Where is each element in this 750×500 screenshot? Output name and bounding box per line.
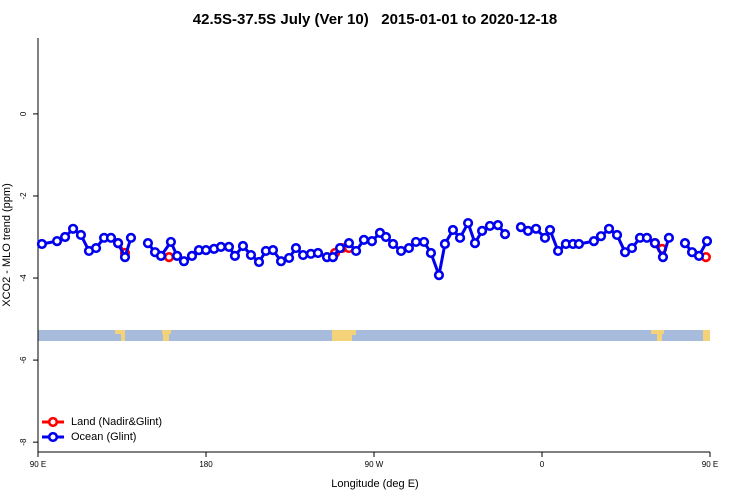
data-point [603, 223, 615, 234]
data-point [334, 242, 346, 254]
data-point [380, 231, 392, 243]
x-tick-label: 90 E [702, 460, 718, 469]
data-point [59, 231, 71, 243]
data-point [186, 250, 198, 261]
data-point [283, 252, 295, 264]
data-point [395, 245, 407, 257]
data-point [499, 229, 511, 240]
data-point [410, 236, 422, 248]
legend-marker [47, 431, 59, 443]
data-point [539, 232, 551, 243]
data-point [223, 241, 235, 252]
chart-title: 42.5S-37.5S July (Ver 10) 2015-01-01 to … [193, 11, 557, 28]
data-point [663, 232, 675, 243]
data-point [619, 247, 631, 258]
data-point [469, 238, 481, 249]
data-point [163, 252, 175, 263]
data-point [693, 250, 705, 261]
data-point [679, 238, 691, 249]
data-point [215, 241, 227, 252]
legend-marker [47, 416, 59, 428]
y-tick-label: -6 [19, 356, 28, 364]
data-point [425, 247, 437, 259]
data-point [165, 236, 177, 248]
x-tick-label: 90 W [365, 460, 384, 469]
data-point [275, 256, 287, 267]
data-point [105, 232, 117, 243]
land-patches [115, 330, 710, 341]
y-tick-label: -8 [19, 438, 28, 446]
data-point [171, 250, 183, 261]
data-point [253, 256, 265, 268]
data-point [418, 236, 430, 248]
data-point [387, 238, 399, 250]
y-tick-label: 0 [19, 111, 28, 116]
data-point [290, 242, 302, 254]
data-point [492, 220, 504, 231]
data-point [573, 238, 585, 250]
data-point [476, 225, 488, 236]
data-point [403, 242, 415, 254]
data-point [649, 238, 661, 249]
y-tick-label: -2 [19, 192, 28, 200]
data-point [530, 223, 542, 234]
data-point [67, 223, 79, 234]
data-point [178, 256, 190, 267]
data-point [484, 220, 496, 232]
y-axis-label: XCO2 - MLO trend (ppm) [1, 183, 13, 306]
data-point [462, 217, 474, 229]
data-point [366, 236, 378, 247]
data-point [36, 238, 48, 250]
y-tick-label: -4 [19, 274, 28, 282]
data-point [358, 234, 370, 245]
legend-label: Ocean (Glint) [71, 431, 136, 443]
data-point [454, 232, 466, 243]
legend-label: Land (Nadir&Glint) [71, 416, 162, 428]
data-point [312, 247, 324, 259]
data-point [229, 250, 241, 261]
data-point [626, 242, 638, 254]
x-axis-label: Longitude (deg E) [331, 478, 418, 490]
data-point [90, 242, 102, 254]
data-point [112, 238, 124, 249]
data-point [75, 229, 87, 241]
data-point [200, 245, 212, 256]
data-point [327, 252, 339, 263]
data-point [155, 250, 167, 261]
data-point [588, 236, 599, 247]
data-point [297, 249, 309, 261]
data-point [237, 240, 249, 252]
data-point [343, 238, 355, 249]
data-point [544, 224, 556, 236]
x-tick-label: 180 [199, 460, 213, 469]
data-point [641, 232, 653, 243]
data-point [552, 245, 564, 257]
data-point [433, 270, 445, 281]
x-tick-label: 0 [540, 460, 545, 469]
land-mask-band [38, 330, 710, 341]
x-tick-label: 90 E [30, 460, 46, 469]
data-point [439, 238, 451, 250]
data-point [657, 252, 669, 263]
data-point [522, 225, 534, 236]
data-point [701, 236, 713, 247]
data-point [267, 245, 279, 256]
data-point [245, 249, 257, 261]
data-point [447, 224, 459, 236]
data-point [119, 252, 131, 263]
data-point [595, 231, 607, 242]
data-point [142, 238, 154, 249]
data-point [350, 245, 362, 257]
data-point [51, 236, 63, 247]
data-point [125, 232, 137, 243]
data-point [611, 229, 623, 241]
